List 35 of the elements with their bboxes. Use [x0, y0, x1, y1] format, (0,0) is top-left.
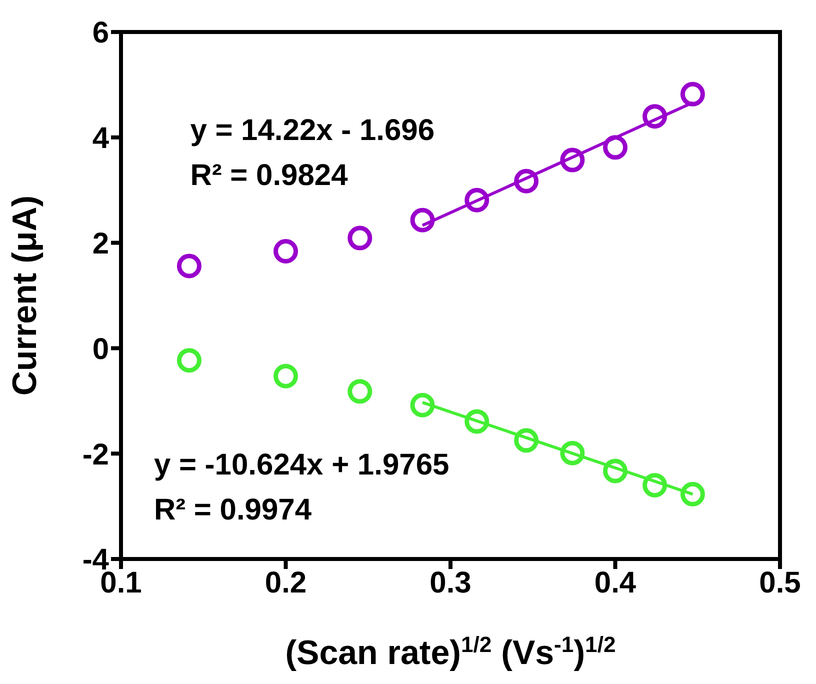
x-tick-label: 0.3 — [430, 566, 472, 600]
point — [464, 409, 490, 434]
x-tick-label: 0.2 — [264, 566, 307, 600]
y-tick-label: 6 — [92, 16, 109, 50]
point — [642, 104, 668, 129]
point — [464, 188, 490, 212]
x-axis-title: (Scan rate)$^{1/2}$ (Vs$^{-1}$)$^{1/2}$ — [285, 632, 616, 672]
annotation: y = 14.22x - 1.696 — [190, 114, 435, 148]
point — [176, 348, 202, 373]
point — [560, 440, 585, 466]
point — [274, 238, 298, 264]
annotation: y = -10.624x + 1.9765 — [154, 448, 450, 482]
point — [348, 226, 372, 250]
point — [410, 208, 435, 232]
y-tick-label: -2 — [82, 438, 109, 472]
point — [642, 472, 668, 498]
x-tick-label: 0.5 — [759, 566, 801, 600]
point — [560, 148, 585, 172]
x-tick-label: 0.4 — [594, 566, 636, 600]
point — [603, 135, 628, 160]
point — [514, 428, 539, 453]
y-tick-label: 2 — [92, 227, 109, 260]
point — [410, 392, 435, 418]
point — [514, 168, 539, 194]
annotation: R² = 0.9824 — [190, 158, 348, 192]
point — [176, 254, 202, 278]
y-axis-title: Current (μA) — [6, 195, 44, 396]
point — [603, 458, 628, 484]
point — [680, 482, 705, 506]
y-tick-label: 0 — [92, 332, 109, 366]
point — [680, 82, 705, 106]
annotation: R² = 0.9974 — [154, 493, 312, 526]
point — [348, 379, 372, 404]
y-tick-label: 4 — [92, 122, 110, 156]
point — [274, 364, 298, 388]
